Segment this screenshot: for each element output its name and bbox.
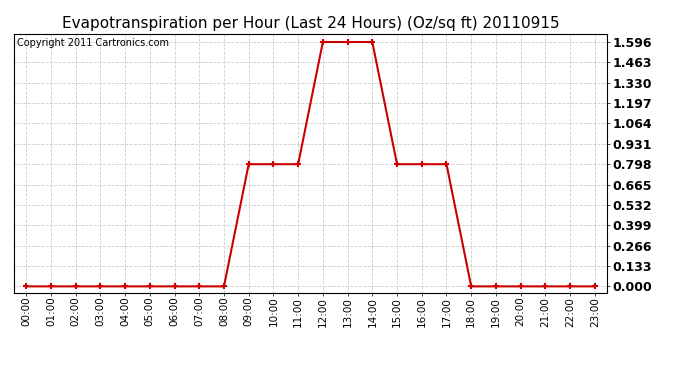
Title: Evapotranspiration per Hour (Last 24 Hours) (Oz/sq ft) 20110915: Evapotranspiration per Hour (Last 24 Hou… (61, 16, 560, 31)
Text: Copyright 2011 Cartronics.com: Copyright 2011 Cartronics.com (17, 38, 169, 48)
